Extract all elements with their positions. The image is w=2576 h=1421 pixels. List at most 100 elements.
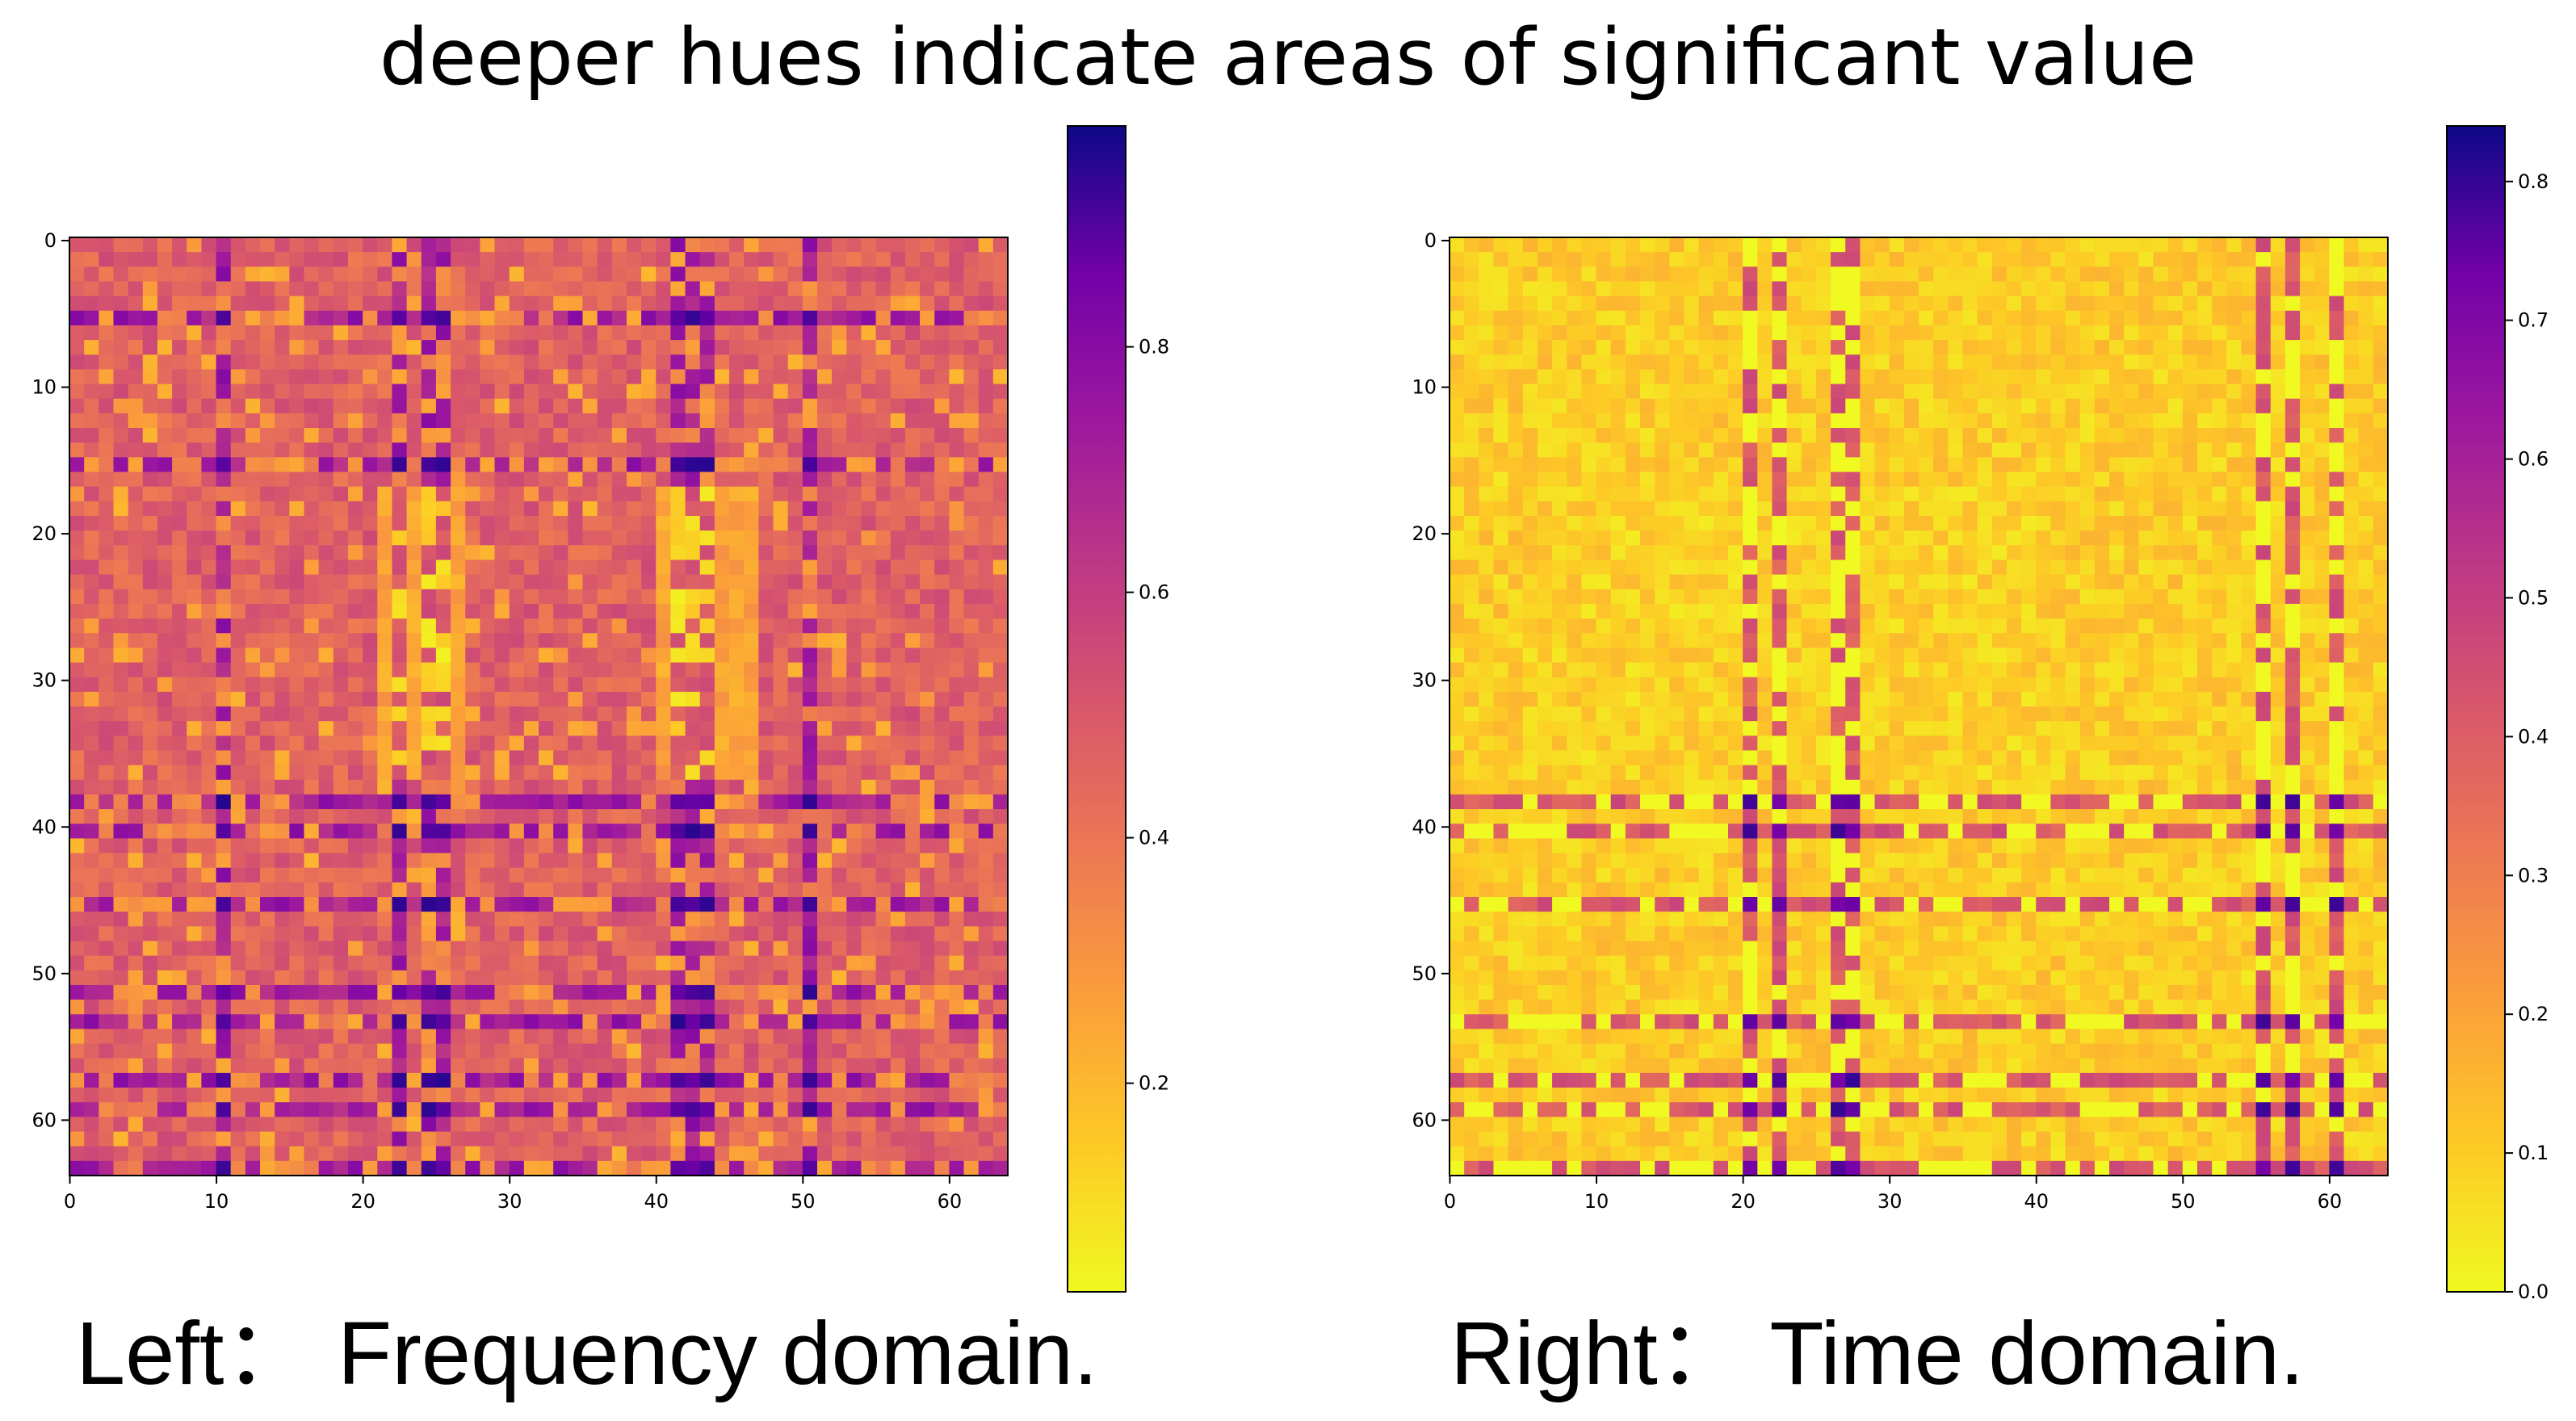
heatmap-cell [846,1088,862,1103]
heatmap-cell [421,398,437,414]
heatmap-cell [641,1029,657,1045]
heatmap-cell [846,1029,862,1045]
heatmap-cell [275,765,290,781]
heatmap-cell [84,1072,99,1088]
heatmap-cell [978,1058,994,1074]
heatmap-cell [480,633,496,648]
heatmap-cell [656,560,672,576]
heatmap-cell [2182,281,2198,297]
heatmap-cell [846,1102,862,1117]
heatmap-cell [699,603,715,619]
heatmap-cell [333,545,349,561]
heatmap-cell [553,984,568,1000]
heatmap-cell [861,545,877,561]
heatmap-cell [714,1160,730,1176]
heatmap-cell [611,1131,627,1147]
heatmap-cell [1889,398,1905,414]
heatmap-cell [363,867,378,883]
heatmap-cell [611,809,627,824]
heatmap-cell [787,633,803,648]
heatmap-cell [685,1043,701,1059]
heatmap-cell [318,897,334,912]
heatmap-cell [2284,296,2301,312]
heatmap-cell [641,677,657,693]
heatmap-cell [861,970,877,986]
heatmap-cell [656,472,672,488]
heatmap-cell [523,897,539,912]
heatmap-cell [2006,369,2022,385]
heatmap-cell [816,545,833,561]
heatmap-cell [523,281,539,297]
heatmap-cell [816,1029,833,1045]
heatmap-cell [465,501,480,517]
heatmap-cell [2212,325,2227,341]
heatmap-cell [347,472,363,488]
heatmap-cell [435,1146,451,1162]
heatmap-cell [934,515,950,531]
heatmap-cell [84,794,99,810]
heatmap-cell [304,721,320,736]
heatmap-cell [304,472,320,488]
heatmap-cell [333,912,349,927]
heatmap-cell [275,296,290,312]
heatmap-cell [128,472,144,488]
heatmap-cell [611,603,627,619]
heatmap-cell [1991,237,2008,253]
heatmap-cell [890,428,906,443]
heatmap-cell [920,926,935,942]
heatmap-cell [406,545,422,561]
heatmap-cell [963,984,980,1000]
heatmap-cell [1889,310,1905,326]
heatmap-cell [333,384,349,400]
heatmap-cell [84,750,99,766]
heatmap-cell [846,779,862,795]
heatmap-cell [1933,296,1949,312]
heatmap-cell [421,1160,437,1176]
heatmap-cell [1610,413,1626,429]
heatmap-cell [421,1102,437,1117]
heatmap-cell [245,384,261,400]
heatmap-cell [758,912,774,927]
heatmap-cell [318,296,334,312]
heatmap-cell [69,648,85,664]
heatmap-cell [99,1043,115,1059]
heatmap-cell [523,779,539,795]
heatmap-cell [275,1014,290,1030]
colorbar-tick: 0.6 [1126,581,1169,604]
heatmap-cell [1464,384,1479,400]
heatmap-cell [656,618,672,634]
heatmap-cell [260,897,275,912]
heatmap-cell [392,281,408,297]
heatmap-cell [2167,413,2184,429]
heatmap-cell [1801,325,1817,341]
heatmap-cell [787,1088,803,1103]
heatmap-cell [99,648,115,664]
heatmap-cell [377,560,393,576]
heatmap-cell [758,589,774,605]
heatmap-cell [568,867,584,883]
heatmap-cell [333,252,349,267]
heatmap-cell [773,794,789,810]
heatmap-cell [568,706,584,722]
heatmap-cell [1464,266,1479,283]
heatmap-cell [1874,354,1890,371]
heatmap-cell [758,560,774,576]
heatmap-cell [582,354,598,371]
heatmap-cell [597,1029,613,1045]
heatmap-cell [978,603,994,619]
heatmap-cell [641,648,657,664]
heatmap-cell [2314,237,2330,253]
heatmap-cell [377,384,393,400]
heatmap-cell [816,1088,833,1103]
heatmap-cell [201,398,217,414]
heatmap-cell [318,1000,334,1015]
heatmap-cell [1669,237,1685,253]
heatmap-cell [568,560,584,576]
heatmap-cell [201,1088,217,1103]
heatmap-cell [875,618,892,634]
heatmap-cell [84,648,99,664]
heatmap-cell [406,1014,422,1030]
heatmap-cell [260,648,275,664]
heatmap-cell [1625,340,1641,355]
heatmap-cell [275,428,290,443]
